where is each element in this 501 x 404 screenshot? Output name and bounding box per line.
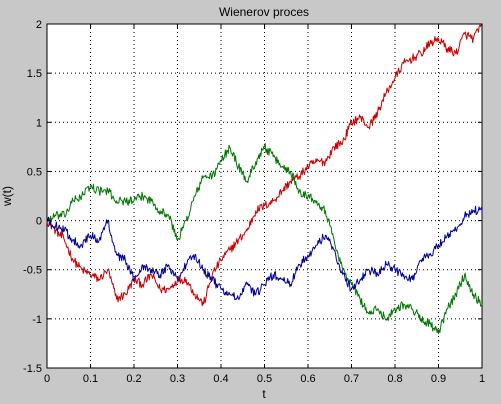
series-lines	[46, 23, 483, 335]
series-red-line	[46, 23, 483, 307]
y-tick-label: -1	[32, 314, 42, 326]
x-tick-label: 0.4	[213, 373, 228, 385]
y-tick-label: 1.5	[27, 68, 42, 80]
x-tick-label: 0.8	[387, 373, 402, 385]
grid-lines	[47, 24, 482, 368]
x-tick-label: 0.6	[300, 373, 315, 385]
x-tick-label: 0.7	[344, 373, 359, 385]
x-tick-label: 0.1	[83, 373, 98, 385]
x-tick-label: 0.5	[257, 373, 272, 385]
x-axis-label: t	[262, 387, 266, 401]
x-tick-label: 0	[44, 373, 50, 385]
y-tick-label: -0.5	[23, 265, 42, 277]
y-axis-label: w(t)	[0, 186, 14, 207]
x-tick-label: 0.9	[431, 373, 446, 385]
y-tick-label: 1	[36, 117, 42, 129]
y-tick-label: 2	[36, 19, 42, 31]
axes: 0 0.1 0.2 0.3 0.4 0.5 0.6 0.7 0.8 0.9 1 -1.5 -1 -0.5 0…	[23, 19, 485, 385]
y-tick-label: -1.5	[23, 363, 42, 375]
y-tick-label: 0	[36, 216, 42, 228]
x-tick-label: 1	[479, 373, 485, 385]
y-tick-label: 0.5	[27, 166, 42, 178]
x-tick-label: 0.3	[170, 373, 185, 385]
series-blue-line	[46, 205, 483, 301]
series-green-line	[46, 143, 483, 335]
chart-title: Wienerov proces	[219, 5, 309, 19]
x-tick-label: 0.2	[126, 373, 141, 385]
